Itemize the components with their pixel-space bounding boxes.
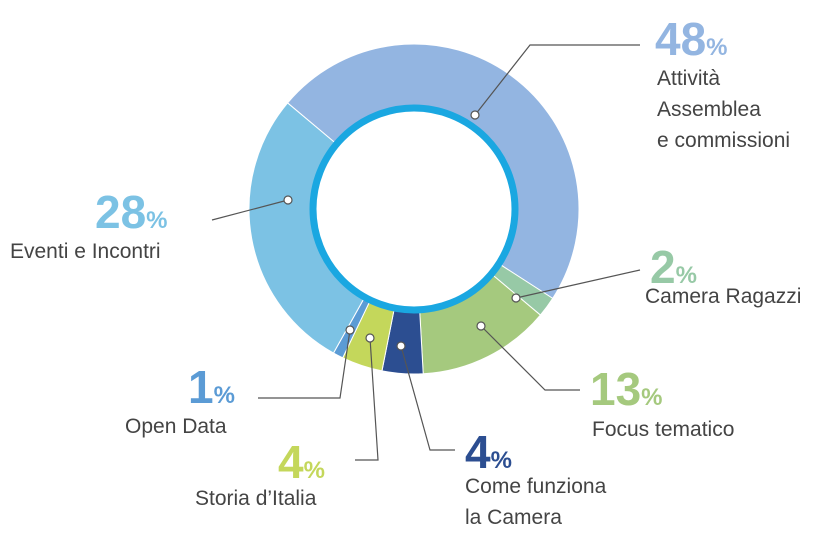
value-label: 2% bbox=[650, 241, 697, 293]
category-line: la Camera bbox=[465, 506, 562, 529]
category-label: Attività Assemblea e commissioni bbox=[657, 67, 790, 152]
category-label: Camera Ragazzi bbox=[645, 285, 801, 308]
value-number: 4 bbox=[465, 426, 491, 478]
leader-line bbox=[400, 345, 455, 451]
category-label: Focus tematico bbox=[592, 418, 734, 441]
leader-dot bbox=[365, 333, 375, 343]
value-unit: % bbox=[676, 262, 697, 289]
leader-dot bbox=[476, 321, 486, 331]
leader-line bbox=[211, 199, 289, 221]
category-line: e commissioni bbox=[657, 129, 790, 152]
leader-line bbox=[474, 44, 640, 116]
value-unit: % bbox=[304, 457, 325, 484]
leader-dot bbox=[511, 293, 521, 303]
category-label: Come funziona la Camera bbox=[465, 475, 607, 529]
leader-line bbox=[480, 325, 580, 391]
value-number: 28 bbox=[95, 186, 146, 238]
inner-ring bbox=[309, 104, 519, 314]
leader-dot bbox=[470, 110, 480, 120]
value-unit: % bbox=[214, 382, 235, 409]
leader-dot bbox=[283, 195, 293, 205]
category-line: Assemblea bbox=[657, 98, 761, 121]
value-label: 4% bbox=[278, 436, 325, 488]
value-label: 1% bbox=[188, 361, 235, 413]
value-number: 2 bbox=[650, 241, 676, 293]
value-label: 13% bbox=[590, 363, 663, 415]
category-label: Eventi e Incontri bbox=[10, 240, 161, 263]
value-unit: % bbox=[146, 207, 167, 234]
value-number: 4 bbox=[278, 436, 304, 488]
leader-line bbox=[258, 329, 351, 399]
category-line: Attività bbox=[657, 67, 720, 90]
leader-dot bbox=[396, 341, 406, 351]
category-label: Storia d’Italia bbox=[195, 487, 317, 510]
leader-dot bbox=[345, 325, 355, 335]
value-label: 48% bbox=[655, 13, 728, 65]
value-number: 1 bbox=[188, 361, 214, 413]
value-number: 13 bbox=[590, 363, 641, 415]
value-unit: % bbox=[706, 34, 727, 61]
category-line: Come funziona bbox=[465, 475, 607, 498]
category-label: Open Data bbox=[125, 415, 227, 438]
value-unit: % bbox=[641, 384, 662, 411]
value-unit: % bbox=[491, 447, 512, 474]
leader-line bbox=[515, 269, 641, 299]
value-number: 48 bbox=[655, 13, 706, 65]
value-label: 4% bbox=[465, 426, 512, 478]
leader-line bbox=[355, 337, 379, 461]
value-label: 28% bbox=[95, 186, 168, 238]
